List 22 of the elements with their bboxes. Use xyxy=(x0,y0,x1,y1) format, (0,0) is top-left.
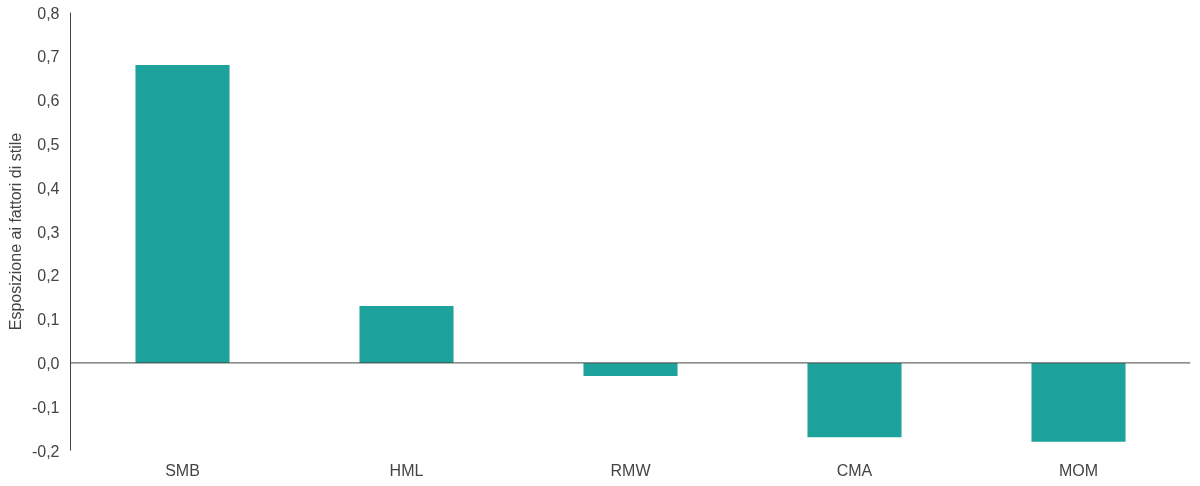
y-tick-label: 0,3 xyxy=(37,223,60,241)
y-tick-label: 0,7 xyxy=(37,48,60,66)
y-tick-label: 0,6 xyxy=(37,92,60,110)
y-tick-label: 0,0 xyxy=(37,354,60,372)
y-tick-label: 0,4 xyxy=(37,179,60,197)
bar xyxy=(135,65,230,363)
y-tick-label: -0,1 xyxy=(31,398,60,416)
y-tick-label: -0,2 xyxy=(31,442,60,460)
y-tick-label: 0,8 xyxy=(37,4,60,22)
x-tick-label: MOM xyxy=(1058,461,1099,479)
x-tick-label: SMB xyxy=(165,461,200,479)
y-tick-label: 0,1 xyxy=(37,311,60,329)
x-tick-label: HML xyxy=(389,461,424,479)
x-tick-label: CMA xyxy=(836,461,873,479)
bar xyxy=(807,362,902,438)
y-tick-label: 0,5 xyxy=(37,135,60,153)
bar xyxy=(583,362,678,377)
x-tick-label: RMW xyxy=(610,461,652,479)
bar xyxy=(359,305,454,363)
y-axis-title: Esposizione ai fattori di stile xyxy=(6,132,24,331)
y-tick-label: 0,2 xyxy=(37,267,60,285)
bar xyxy=(1031,362,1126,442)
